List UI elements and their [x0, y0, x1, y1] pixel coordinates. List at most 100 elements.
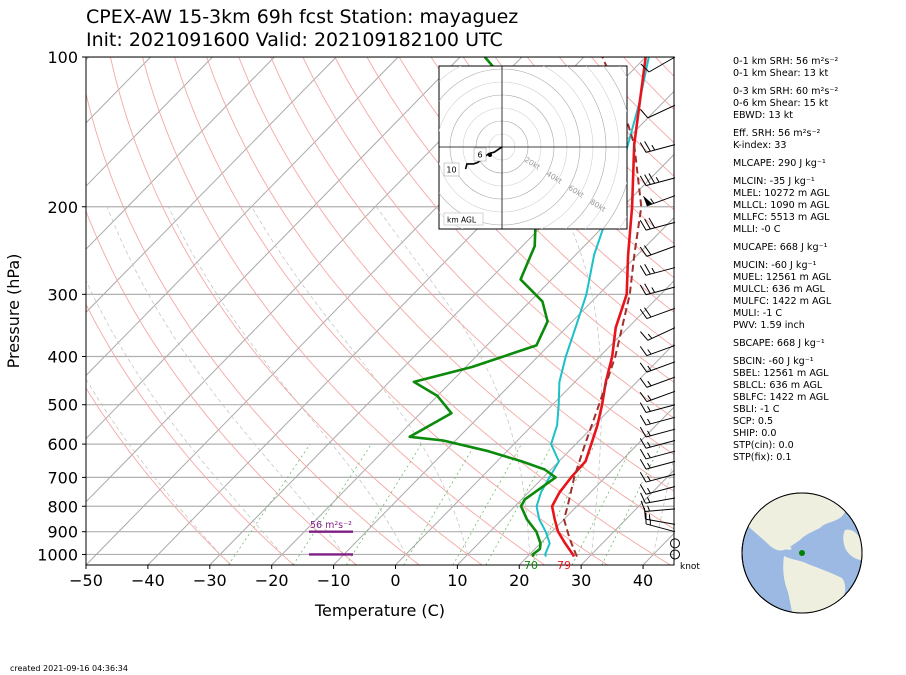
wind-barb [640, 492, 676, 504]
param-line: SBLFC: 1422 m AGL [733, 392, 829, 403]
x-tick-label: −10 [317, 571, 351, 590]
wind-barb [639, 390, 676, 403]
y-tick-label: 400 [47, 348, 78, 367]
param-line: MUEL: 12561 m AGL [733, 272, 832, 283]
surface-dewpoint-label: 70 [524, 559, 538, 572]
wind-barb [643, 195, 676, 207]
param-line: MUCIN: -60 J kg⁻¹ [733, 260, 817, 271]
param-line: EBWD: 13 kt [733, 110, 794, 121]
y-tick-label: 200 [47, 198, 78, 217]
param-line: MULI: -1 C [733, 308, 783, 319]
y-tick-label: 1000 [37, 545, 78, 564]
location-globe [741, 492, 863, 614]
wind-barb [639, 376, 676, 388]
wind-barb [670, 538, 680, 549]
wind-barb [639, 283, 676, 296]
wind-barb [639, 448, 676, 460]
hodograph-legend-box [443, 212, 484, 226]
wind-barb [639, 344, 676, 357]
hodograph-height-label: 10 [446, 166, 456, 175]
param-line: MUCAPE: 668 J kg⁻¹ [733, 242, 828, 253]
chart-title-line1: CPEX-AW 15-3km 69h fcst Station: mayague… [86, 6, 518, 28]
x-axis-ticks: −50 −40 −30 −20 −10 0 10 20 30 40 [69, 565, 653, 590]
param-line: Eff. SRH: 56 m²s⁻² [733, 128, 821, 139]
param-line: K-index: 33 [733, 140, 787, 151]
wind-barb [639, 414, 676, 426]
wind-barb [639, 173, 676, 187]
x-tick-label: −40 [131, 571, 165, 590]
param-line: MLLCL: 1090 m AGL [733, 200, 830, 211]
param-line: MULFC: 1422 m AGL [733, 296, 832, 307]
y-axis-ticks: 100 200 300 400 500 600 700 800 900 1000 [37, 48, 86, 564]
wind-barb [639, 438, 676, 449]
wind-barb [639, 141, 676, 153]
param-line: SBLI: -1 C [733, 404, 780, 415]
created-timestamp: created 2021-09-16 04:36:34 [10, 664, 128, 673]
wind-barb [640, 327, 676, 341]
param-line: MLLI: -0 C [733, 224, 781, 235]
africa-land [843, 529, 862, 560]
param-line: 0-1 km Shear: 13 kt [733, 68, 829, 79]
x-tick-label: 30 [571, 571, 591, 590]
param-line: SBCIN: -60 J kg⁻¹ [733, 356, 814, 367]
chart-title-line2: Init: 2021091600 Valid: 202109182100 UTC [86, 29, 503, 51]
x-tick-label: 40 [633, 571, 653, 590]
srh-label: 56 m²s⁻² [310, 520, 352, 531]
param-line: SHIP: 0.0 [733, 428, 777, 439]
param-line: PWV: 1.59 inch [733, 320, 805, 331]
param-line: STP(cin): 0.0 [733, 440, 794, 451]
y-tick-label: 900 [47, 523, 78, 542]
wind-barb [639, 459, 676, 470]
param-line: SCP: 0.5 [733, 416, 774, 427]
param-line: SBLCL: 636 m AGL [733, 380, 823, 391]
wind-barb [639, 361, 676, 373]
temperature-line [550, 57, 647, 558]
wind-unit-label: knot [680, 562, 700, 572]
wind-barb [639, 245, 676, 257]
x-tick-label: −30 [193, 571, 227, 590]
x-axis-label: Temperature (C) [314, 601, 445, 620]
wind-barbs [639, 56, 680, 560]
wind-barb [639, 402, 676, 413]
south-america-land [783, 556, 846, 613]
param-line: SBCAPE: 668 J kg⁻¹ [733, 338, 825, 349]
north-america-land [742, 493, 848, 551]
param-line: 0-1 km SRH: 56 m²s⁻² [733, 56, 839, 67]
station-marker [799, 550, 805, 556]
wind-barb [639, 471, 676, 483]
x-tick-label: 0 [390, 571, 400, 590]
param-line: 0-6 km Shear: 15 kt [733, 98, 829, 109]
hodograph-legend: km AGL [447, 216, 477, 225]
plot-frame [85, 56, 675, 566]
x-tick-label: −50 [69, 571, 103, 590]
x-tick-label: −20 [255, 571, 289, 590]
wind-barb [639, 307, 676, 320]
wind-barb [640, 104, 676, 119]
cuba-land [776, 545, 792, 550]
y-tick-label: 300 [47, 285, 78, 304]
y-tick-label: 700 [47, 468, 78, 487]
param-line: MLEL: 10272 m AGL [733, 188, 830, 199]
param-line: SBEL: 12561 m AGL [733, 368, 829, 379]
wind-barb [639, 426, 676, 438]
parcel-line [563, 57, 643, 558]
param-line: STP(fix): 0.1 [733, 452, 792, 463]
param-line: MLCAPE: 290 J kg⁻¹ [733, 158, 826, 169]
background-lines [86, 57, 674, 565]
wind-barb [639, 484, 676, 495]
x-tick-label: 20 [509, 571, 529, 590]
y-tick-label: 600 [47, 435, 78, 454]
x-tick-label: 10 [447, 571, 467, 590]
wind-barb [670, 549, 680, 560]
param-line: MLCIN: -35 J kg⁻¹ [733, 176, 815, 187]
sounding-parameters: 0-1 km SRH: 56 m²s⁻² 0-1 km Shear: 13 kt 0… [733, 56, 903, 464]
wind-barb [645, 512, 676, 533]
y-tick-label: 800 [47, 497, 78, 516]
wind-barb [639, 264, 676, 276]
surface-temp-label: 79 [557, 559, 571, 572]
wind-barb [639, 217, 676, 231]
y-axis-label: Pressure (hPa) [4, 254, 23, 369]
wind-barb [640, 56, 676, 73]
